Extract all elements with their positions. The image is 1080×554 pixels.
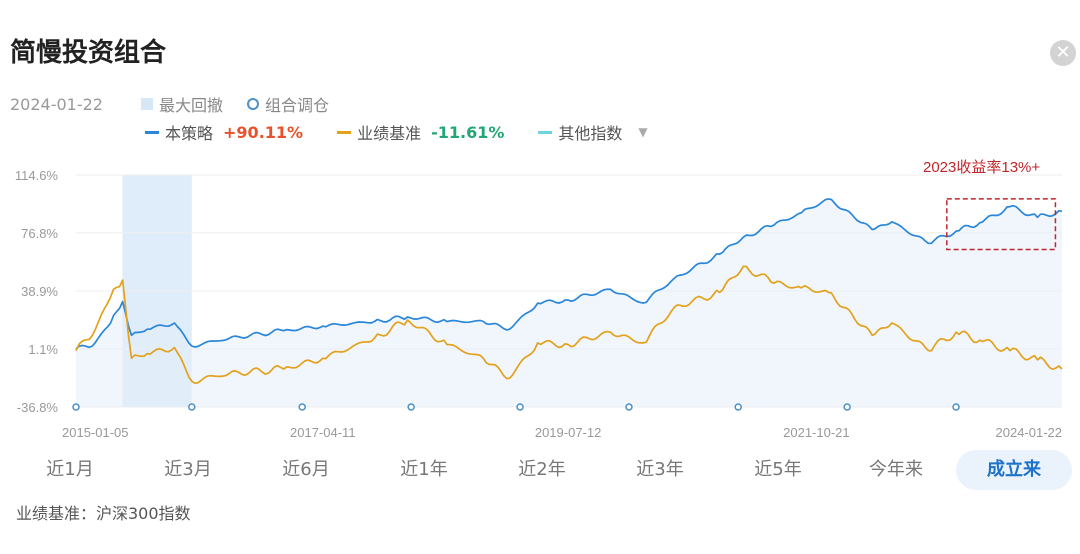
annotation-label: 2023收益率13%+: [923, 159, 1040, 176]
tab-5[interactable]: 近3年: [636, 459, 684, 480]
benchmark-return: -11.61%: [431, 122, 505, 142]
y-tick-label: 76.8%: [21, 226, 58, 241]
benchmark-label[interactable]: 业绩基准: [357, 124, 422, 143]
rebalance-circle-icon: [247, 98, 259, 110]
strategy-line: [75, 198, 1063, 350]
rebalance-marker: [952, 403, 960, 411]
tab-1[interactable]: 近3月: [164, 459, 212, 480]
y-tick-label: -36.8%: [17, 400, 59, 415]
other-index-line-icon: [538, 130, 553, 134]
other-index-dropdown[interactable]: 其他指数: [558, 124, 623, 143]
tab-0[interactable]: 近1月: [46, 459, 94, 480]
x-tick-label: 2024-01-22: [996, 425, 1063, 440]
rebalance-marker: [72, 403, 80, 411]
tab-6[interactable]: 近5年: [754, 459, 802, 480]
strategy-line-icon: [145, 130, 159, 134]
strategy-area: [76, 198, 1062, 407]
rebalance-marker: [734, 403, 742, 411]
dropdown-triangle-icon[interactable]: ▼: [638, 125, 648, 139]
rebalance-marker: [843, 403, 851, 411]
rebalance-marker: [298, 403, 306, 411]
max-drawdown-swatch-icon: [140, 98, 153, 110]
close-icon[interactable]: ✕: [1050, 40, 1076, 66]
strategy-label[interactable]: 本策略: [165, 124, 214, 143]
tab-7[interactable]: 今年来: [869, 459, 923, 480]
rebalance-label: 组合调仓: [265, 96, 330, 115]
y-tick-label: 1.1%: [28, 342, 58, 357]
benchmark-line: [75, 265, 1063, 385]
rebalance-marker: [188, 403, 196, 411]
period-tabs: 近1月 近3月 近6月 近1年 近2年 近3年 近5年 今年来 成立来: [0, 450, 1080, 494]
rebalance-marker: [407, 403, 415, 411]
tab-3[interactable]: 近1年: [400, 459, 448, 480]
x-tick-label: 2019-07-12: [535, 425, 602, 440]
benchmark-footnote: 业绩基准：沪深300指数: [16, 504, 191, 523]
rebalance-marker: [625, 403, 633, 411]
legend-row-2: 本策略 +90.11% 业绩基准 -11.61% 其他指数 ▼: [145, 120, 648, 144]
legend-row-1: 2024-01-22 最大回撤 组合调仓: [10, 92, 329, 116]
x-tick-label: 2017-04-11: [290, 425, 356, 440]
tab-4[interactable]: 近2年: [518, 459, 566, 480]
benchmark-line-icon: [337, 130, 352, 134]
tab-8[interactable]: 成立来: [956, 450, 1072, 490]
max-drawdown-label: 最大回撤: [158, 96, 223, 115]
tab-2[interactable]: 近6月: [282, 459, 330, 480]
y-tick-label: 114.6%: [15, 168, 59, 183]
y-tick-label: 38.9%: [21, 284, 58, 299]
performance-chart[interactable]: 114.6% 76.8% 38.9% 1.1% -36.8%2015-01-05 2017…: [0, 150, 1080, 445]
page-title: 简慢投资组合: [10, 38, 167, 68]
x-tick-label: 2021-10-21: [783, 425, 850, 440]
current-date: 2024-01-22: [10, 94, 103, 114]
strategy-return: +90.11%: [223, 122, 304, 142]
x-tick-label: 2015-01-05: [62, 425, 129, 440]
rebalance-marker: [516, 403, 524, 411]
